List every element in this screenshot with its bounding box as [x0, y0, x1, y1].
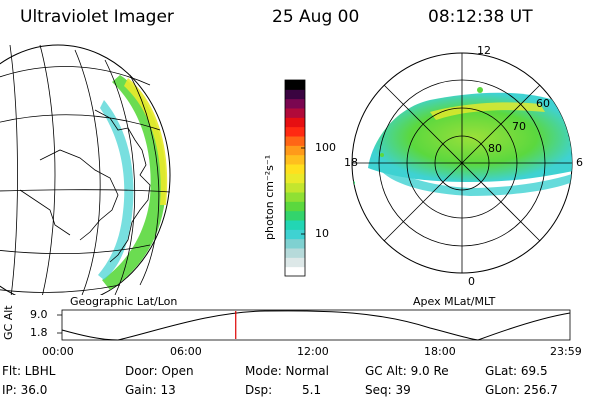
colorbar-unit-label: photon cm⁻²s⁻¹	[263, 154, 276, 240]
timeline-ymax: 9.0	[30, 308, 48, 321]
door-field: Door: Open	[125, 364, 194, 378]
timeline-axis-label: GC Alt	[2, 305, 15, 340]
colorbar-band	[285, 164, 305, 174]
flt-field: Flt: LBHL	[2, 364, 56, 378]
right-panel-caption: Apex MLat/MLT	[413, 295, 496, 308]
timeline-ymin: 1.8	[30, 326, 48, 339]
colorbar-band	[285, 201, 305, 212]
dsp-label: Dsp:	[245, 383, 273, 397]
colorbar-band	[285, 117, 305, 128]
glon-field: GLon: 256.7	[485, 383, 558, 397]
colorbar-band	[285, 182, 305, 193]
mlat-label-70: 70	[512, 120, 526, 133]
ip-field: IP: 36.0	[2, 383, 48, 397]
timeline-tick-1200: 12:00	[297, 345, 329, 358]
left-panel-caption: Geographic Lat/Lon	[70, 295, 178, 308]
gcalt-field: GC Alt: 9.0 Re	[365, 364, 449, 378]
date-label: 25 Aug 00	[272, 7, 360, 27]
altitude-curve	[61, 310, 571, 341]
colorbar-band	[285, 98, 305, 109]
timeline-tick-0600: 06:00	[170, 345, 202, 358]
colorbar-band	[285, 192, 305, 202]
geographic-map	[0, 44, 171, 295]
colorbar-band	[285, 210, 305, 221]
colorbar-band	[285, 220, 305, 230]
mlt-label-6: 6	[576, 156, 583, 169]
mlt-label-18: 18	[344, 156, 358, 169]
aurora-band-left	[102, 75, 166, 290]
gain-field: Gain: 13	[125, 383, 176, 397]
colorbar-band	[285, 154, 305, 165]
time-label: 08:12:38 UT	[428, 7, 533, 27]
auroral-oval	[368, 92, 572, 182]
colorbar-band	[285, 248, 305, 258]
colorbar-tick-10: 10	[315, 227, 329, 240]
glat-field: GLat: 69.5	[485, 364, 548, 378]
mode-field: Mode: Normal	[245, 364, 329, 378]
seq-field: Seq: 39	[365, 383, 411, 397]
mlt-label-12: 12	[477, 44, 491, 57]
colorbar-band	[285, 89, 305, 100]
colorbar-band	[285, 229, 305, 240]
colorbar-band	[285, 266, 305, 277]
timeline-tick-1800: 18:00	[424, 345, 456, 358]
colorbar-band	[285, 126, 305, 137]
mlat-label-80: 80	[488, 142, 502, 155]
colorbar-tick-100: 100	[315, 141, 336, 154]
instrument-title: Ultraviolet Imager	[20, 7, 174, 27]
colorbar-band	[285, 80, 305, 90]
timeline-plot	[57, 309, 571, 341]
mlat-label-60: 60	[536, 97, 550, 110]
colorbar-band	[285, 257, 305, 268]
colorbar-band	[285, 145, 305, 156]
timeline-tick-2359: 23:59	[550, 345, 582, 358]
mlt-label-0: 0	[468, 275, 475, 288]
colorbar-band	[285, 136, 305, 146]
colorbar-band	[285, 173, 305, 184]
polar-plot	[351, 52, 573, 274]
timeline-tick-0000: 00:00	[42, 345, 74, 358]
colorbar-band	[285, 238, 305, 249]
colorbar	[285, 80, 305, 277]
colorbar-band	[285, 108, 305, 118]
dsp-value: 5.1	[302, 383, 322, 397]
